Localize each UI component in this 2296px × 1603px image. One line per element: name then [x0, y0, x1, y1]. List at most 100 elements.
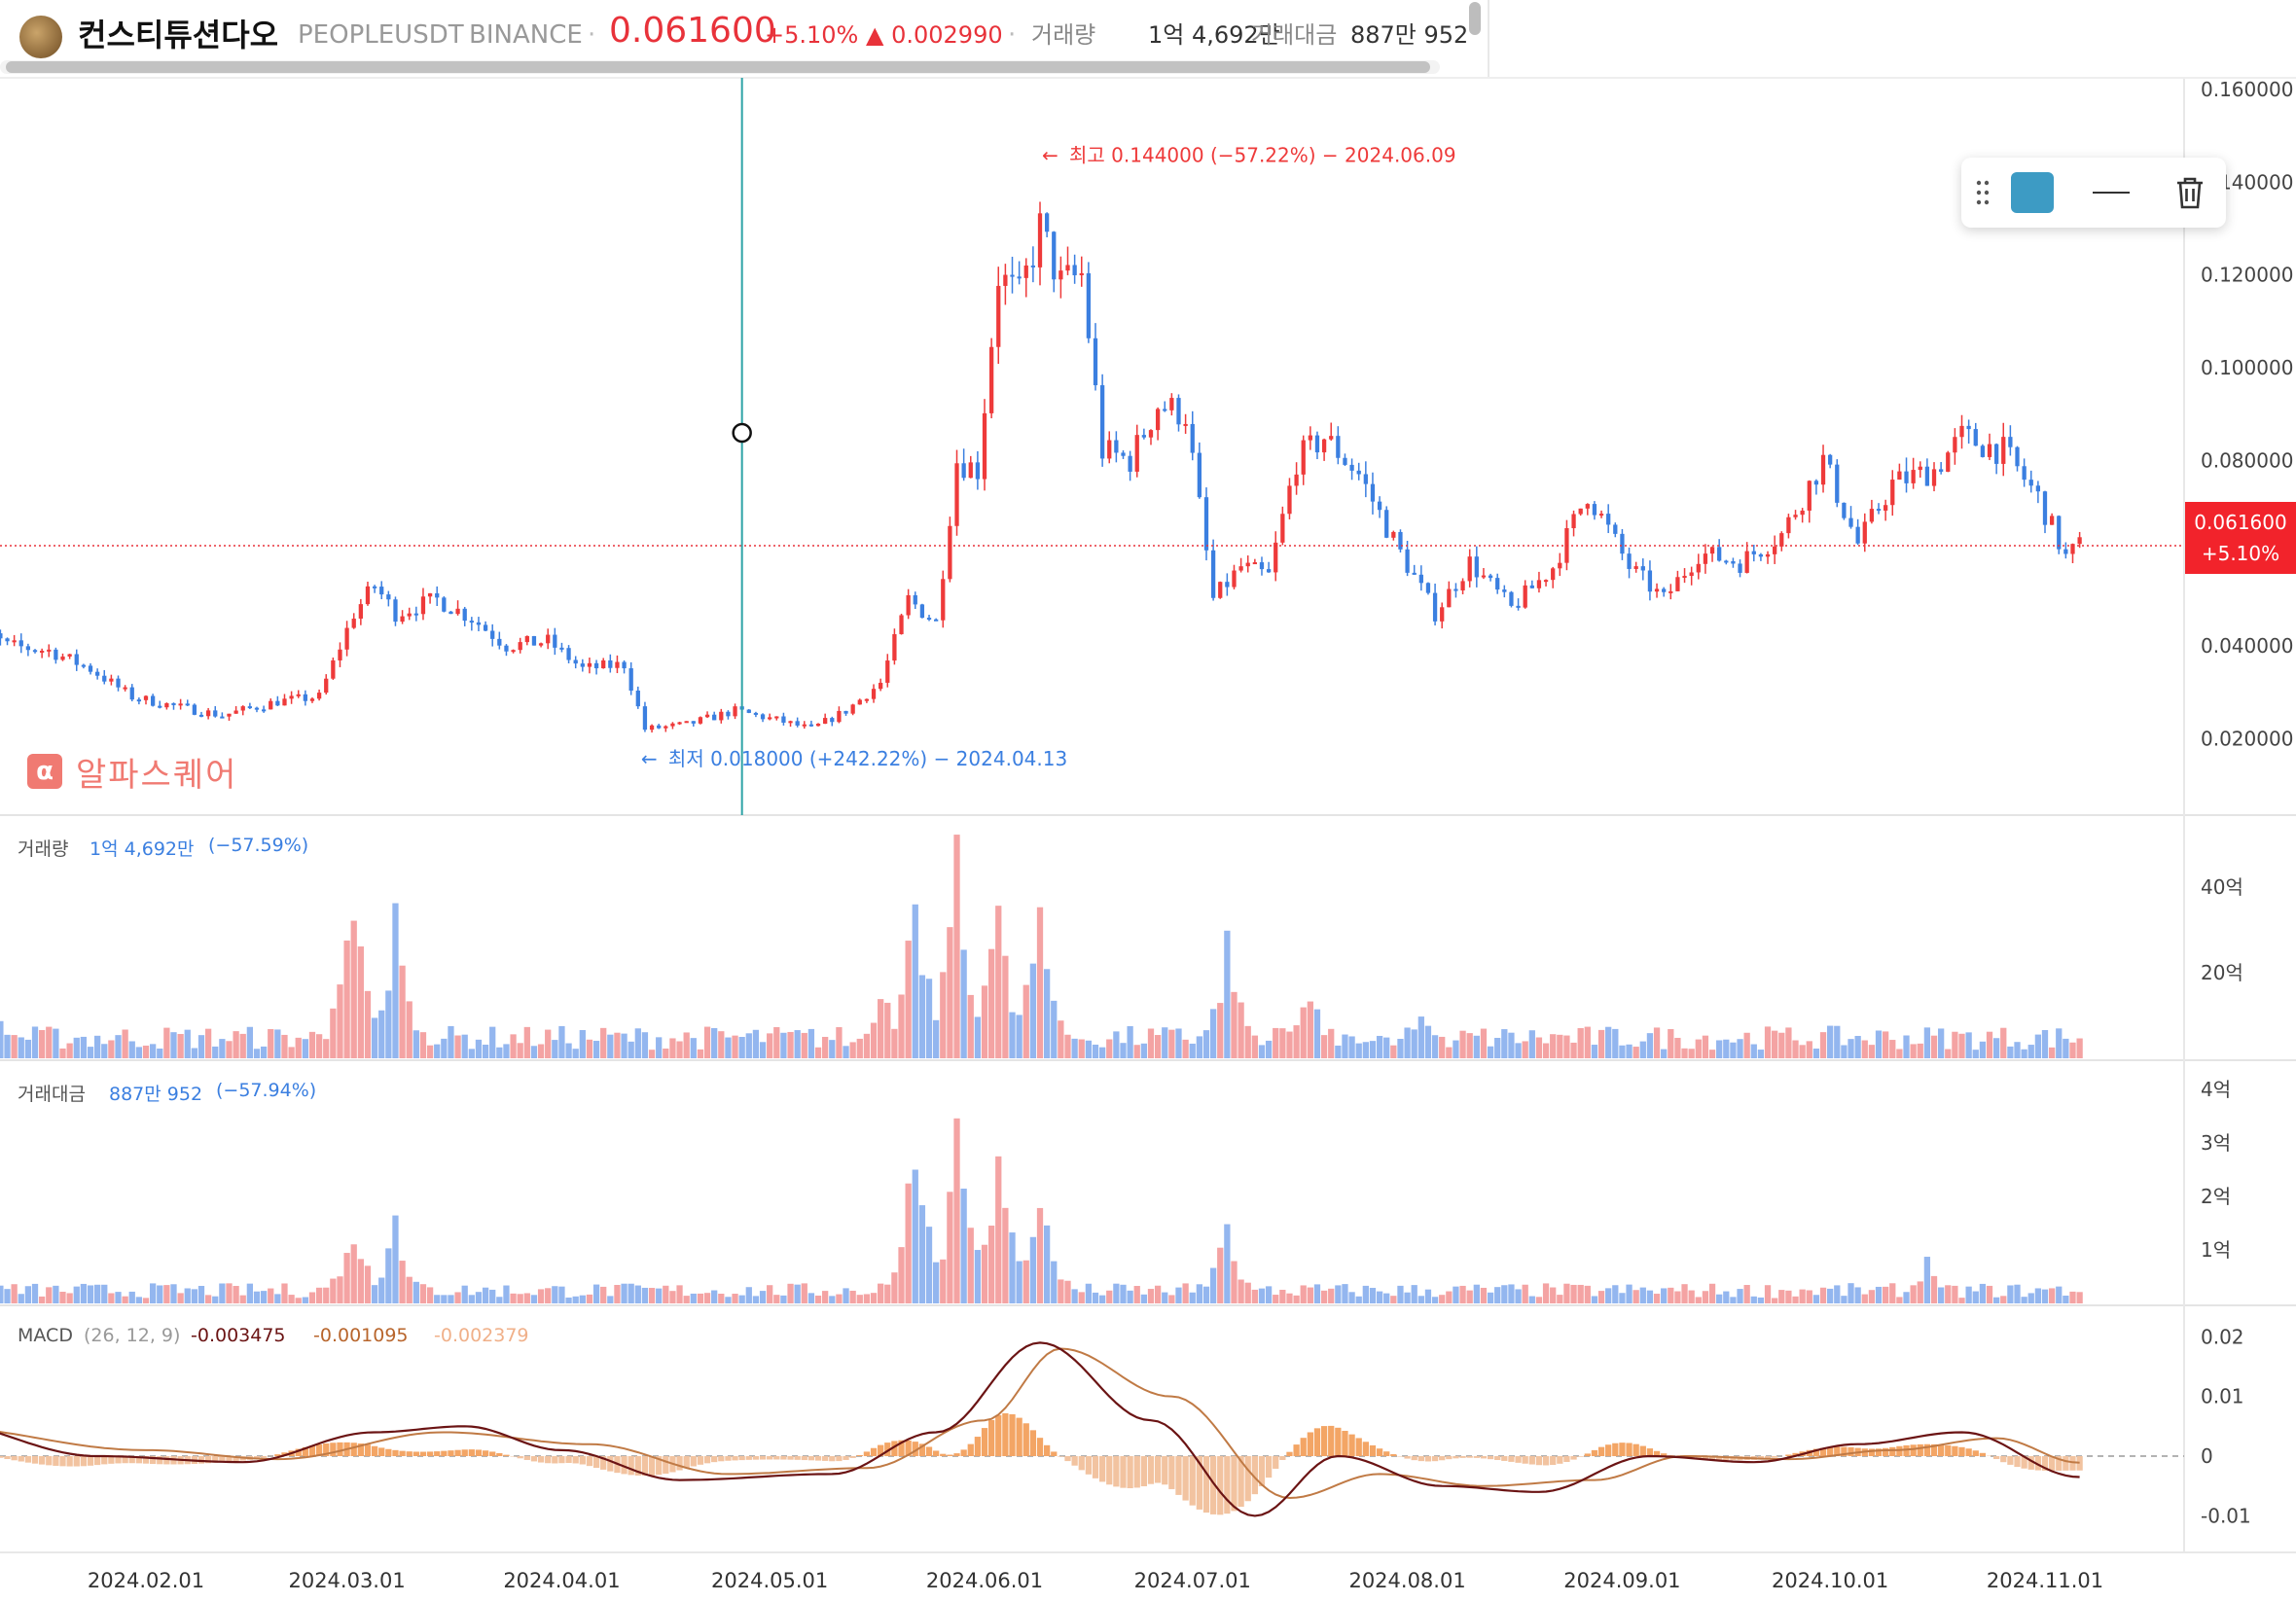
candle-body — [462, 608, 467, 622]
macd-histogram-bar — [475, 1449, 483, 1457]
amount-bar — [981, 1244, 988, 1303]
amount-bar — [1286, 1293, 1293, 1303]
amount-bar — [1522, 1284, 1528, 1303]
candle-body — [989, 346, 994, 413]
amount-bar — [1632, 1290, 1639, 1303]
volume-bar — [510, 1034, 517, 1058]
candle-body — [296, 694, 301, 696]
macd-histogram-bar — [711, 1456, 718, 1463]
amount-bar — [364, 1265, 372, 1303]
amount-bar — [59, 1292, 66, 1303]
volume-bar — [246, 1026, 253, 1058]
macd-histogram-bar — [953, 1453, 960, 1457]
volume-bar — [1397, 1039, 1404, 1058]
macd-histogram-bar — [1958, 1446, 1965, 1457]
macd-histogram-bar — [233, 1456, 239, 1462]
amount-bar — [1903, 1292, 1910, 1303]
amount-bar — [988, 1226, 995, 1303]
candle-body — [892, 633, 897, 661]
macd-histogram-bar — [448, 1450, 454, 1457]
candle-body — [1148, 430, 1154, 438]
volume-bar — [1036, 907, 1044, 1058]
candle-body — [1931, 469, 1937, 486]
volume-bar — [1376, 1035, 1383, 1058]
time-tick-label: 2024.05.01 — [711, 1569, 828, 1592]
amount-bar — [308, 1292, 316, 1303]
volume-bar — [204, 1028, 212, 1058]
volume-bar — [1051, 1000, 1058, 1058]
time-tick-label: 2024.06.01 — [926, 1569, 1043, 1592]
volume-bar — [1681, 1048, 1688, 1058]
volume-bar — [260, 1046, 268, 1058]
horizontal-scrollbar-thumb[interactable] — [6, 61, 1430, 73]
candle-body — [1793, 515, 1798, 517]
macd-histogram-bar — [1577, 1456, 1584, 1457]
amount-bar — [732, 1294, 738, 1303]
volume-bar — [1078, 1039, 1085, 1058]
volume-bar — [1958, 1033, 1965, 1058]
amount-bar — [399, 1261, 406, 1303]
volume-bar — [1140, 1043, 1148, 1058]
macd-histogram-bar — [967, 1443, 974, 1457]
volume-bar — [1168, 1029, 1175, 1058]
macd-histogram-bar — [1016, 1417, 1022, 1457]
macd-histogram-bar — [1133, 1456, 1140, 1488]
macd-histogram-bar — [39, 1456, 46, 1465]
line-style-icon[interactable] — [2082, 158, 2140, 228]
volume-tick-label: 40억 — [2201, 875, 2243, 899]
candle-body — [150, 695, 156, 706]
volume-bar — [302, 1039, 308, 1058]
macd-histogram-bar — [1550, 1456, 1557, 1465]
macd-histogram-bar — [780, 1456, 787, 1460]
volume-bar — [1508, 1032, 1515, 1058]
volume-bar — [1965, 1032, 1972, 1058]
volume-bar — [1487, 1046, 1494, 1058]
macd-histogram-bar — [357, 1443, 364, 1457]
amount-bar — [1196, 1284, 1202, 1303]
amount-bar — [246, 1283, 253, 1303]
macd-histogram-bar — [947, 1454, 953, 1457]
candle-body — [615, 661, 620, 668]
price-tick-label: 0.080000 — [2201, 448, 2293, 472]
macd-histogram-bar — [1002, 1412, 1009, 1457]
volume-bar — [711, 1027, 718, 1058]
candle-body — [1779, 533, 1784, 547]
candle-body — [247, 706, 252, 709]
amount-bar — [434, 1295, 441, 1303]
volume-bar — [496, 1047, 503, 1058]
volume-bar — [1251, 1035, 1258, 1058]
price-tick-label: 0.100000 — [2201, 356, 2293, 379]
macd-histogram-bar — [226, 1456, 233, 1462]
amount-bar — [1723, 1291, 1730, 1303]
volume-bar — [697, 1049, 704, 1058]
color-swatch-icon[interactable] — [2008, 158, 2057, 228]
drag-handle-icon[interactable] — [1969, 158, 1996, 228]
candle-body — [309, 698, 315, 701]
macd-histogram-bar — [364, 1444, 372, 1457]
amount-bar — [738, 1295, 745, 1303]
macd-histogram-bar — [1051, 1451, 1058, 1457]
amount-bar — [822, 1291, 829, 1303]
candle-body — [1509, 591, 1514, 606]
macd-histogram-bar — [59, 1456, 66, 1467]
volume-bar — [80, 1036, 88, 1058]
trash-icon[interactable] — [2166, 158, 2214, 228]
amount-bar — [1466, 1290, 1473, 1303]
volume-bar — [1342, 1034, 1348, 1058]
vertical-scrollbar-thumb[interactable] — [1469, 2, 1481, 35]
amount-bar — [149, 1283, 157, 1303]
time-tick-label: 2024.11.01 — [1987, 1569, 2103, 1592]
volume-bar — [177, 1034, 184, 1058]
volume-bar — [738, 1037, 745, 1058]
volume-bar — [663, 1048, 669, 1058]
macd-histogram-bar — [163, 1456, 170, 1465]
volume-bar — [1369, 1041, 1377, 1058]
volume-bar — [1431, 1035, 1439, 1058]
volume-bar — [1812, 1049, 1820, 1058]
volume-bar — [1550, 1034, 1557, 1058]
volume-bar — [1320, 1035, 1328, 1058]
volume-bar — [1009, 1012, 1016, 1058]
amount-bar — [565, 1297, 572, 1303]
volume-bar — [239, 1033, 246, 1058]
